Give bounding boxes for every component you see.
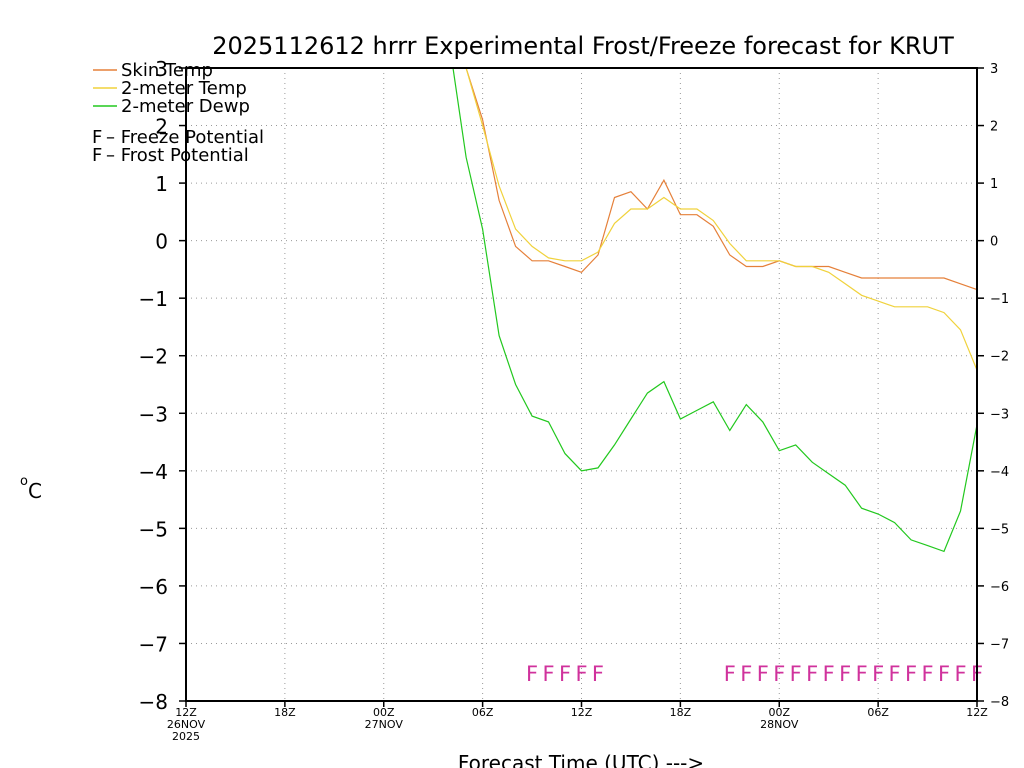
x-tick-label: 18Z: [274, 706, 296, 719]
y-tick-label-right: −1: [990, 292, 1009, 307]
freeze-flag: F: [575, 662, 587, 686]
series-line-2-meter-dewp: [452, 67, 978, 553]
freeze-flag: F: [954, 662, 966, 686]
x-tick-label: 18Z: [670, 706, 692, 719]
y-ticks-left: 3 2 1 0 −1 −2 −3 −4 −5 −6 −7 −8: [139, 57, 186, 714]
y-tick-label: −8: [139, 690, 168, 714]
x-tick-label: 12Z: [966, 706, 988, 719]
y-tick-label: 1: [155, 172, 168, 196]
y-tick-label-right: −2: [990, 350, 1009, 365]
x-tick-label: 00Z: [768, 706, 790, 719]
y-tick-label: 2: [155, 115, 168, 139]
y-tick-label: 3: [155, 57, 168, 81]
series-line-skin-temp: [465, 67, 978, 291]
y-tick-label-right: −6: [990, 580, 1009, 595]
y-tick-label-right: −8: [990, 695, 1009, 710]
freeze-flag: F: [773, 662, 785, 686]
legend-potential-label: – Freeze Potential: [106, 127, 264, 148]
freeze-flag: F: [806, 662, 818, 686]
freeze-flag: F: [889, 662, 901, 686]
freeze-flag: F: [740, 662, 752, 686]
x-tick-label: 12Z: [571, 706, 593, 719]
y-tick-label-right: −3: [990, 407, 1009, 422]
x-tick-label: 12Z: [175, 706, 197, 719]
freeze-flag: F: [790, 662, 802, 686]
x-tick-label: 2025: [172, 730, 200, 743]
y-tick-label-right: −7: [990, 637, 1009, 652]
y-tick-label: −1: [139, 287, 168, 311]
y-tick-label: −2: [139, 345, 168, 369]
y-tick-label: −6: [139, 575, 168, 599]
freeze-flag: F: [542, 662, 554, 686]
freeze-flag: F: [905, 662, 917, 686]
y-tick-label-right: 0: [990, 235, 998, 250]
x-tick-label: 26NOV: [167, 718, 206, 731]
freeze-flag: F: [856, 662, 868, 686]
legend-label: 2-meter Temp: [121, 78, 247, 99]
y-tick-label-right: 1: [990, 177, 998, 192]
legend-potential-symbol: F: [92, 127, 102, 148]
freeze-flag: F: [922, 662, 934, 686]
legend-label: 2-meter Dewp: [121, 96, 250, 117]
freeze-flag: F: [757, 662, 769, 686]
y-tick-label: −4: [139, 460, 168, 484]
x-tick-label: 06Z: [867, 706, 889, 719]
series-lines: [452, 67, 978, 553]
y-tick-label: −5: [139, 517, 168, 541]
freeze-flag: F: [592, 662, 604, 686]
x-tick-label: 00Z: [373, 706, 395, 719]
y-axis-degree-symbol: o: [20, 474, 28, 489]
freeze-flag: F: [839, 662, 851, 686]
x-tick-label: 28NOV: [760, 718, 799, 731]
freeze-flag: F: [724, 662, 736, 686]
freeze-flag: F: [823, 662, 835, 686]
grid: [186, 68, 977, 701]
legend-potential-symbol: F: [92, 145, 102, 166]
legend-potential-label: – Frost Potential: [106, 145, 249, 166]
series-line-2-meter-temp: [465, 67, 978, 371]
freeze-flag: F: [938, 662, 950, 686]
y-tick-label: −3: [139, 402, 168, 426]
x-tick-label: 27NOV: [365, 718, 404, 731]
y-axis-unit: C: [28, 479, 42, 503]
freeze-flag: F: [526, 662, 538, 686]
y-ticks-right: 3 2 1 0 −1 −2 −3 −4 −5 −6 −7 −8: [977, 62, 1009, 710]
y-tick-label: 0: [155, 230, 168, 254]
y-tick-label-right: −5: [990, 522, 1009, 537]
y-tick-label-right: 2: [990, 120, 998, 135]
y-tick-label-right: −4: [990, 465, 1009, 480]
y-tick-label-right: 3: [990, 62, 998, 77]
chart-title: 2025112612 hrrr Experimental Frost/Freez…: [212, 32, 954, 60]
freeze-flag: F: [872, 662, 884, 686]
x-axis-label: Forecast Time (UTC) --->: [458, 751, 704, 768]
x-tick-label: 06Z: [472, 706, 494, 719]
legend-label: Skin Temp: [121, 60, 213, 81]
y-tick-label: −7: [139, 632, 168, 656]
plot-frame: [185, 67, 978, 702]
freeze-flag: F: [559, 662, 571, 686]
